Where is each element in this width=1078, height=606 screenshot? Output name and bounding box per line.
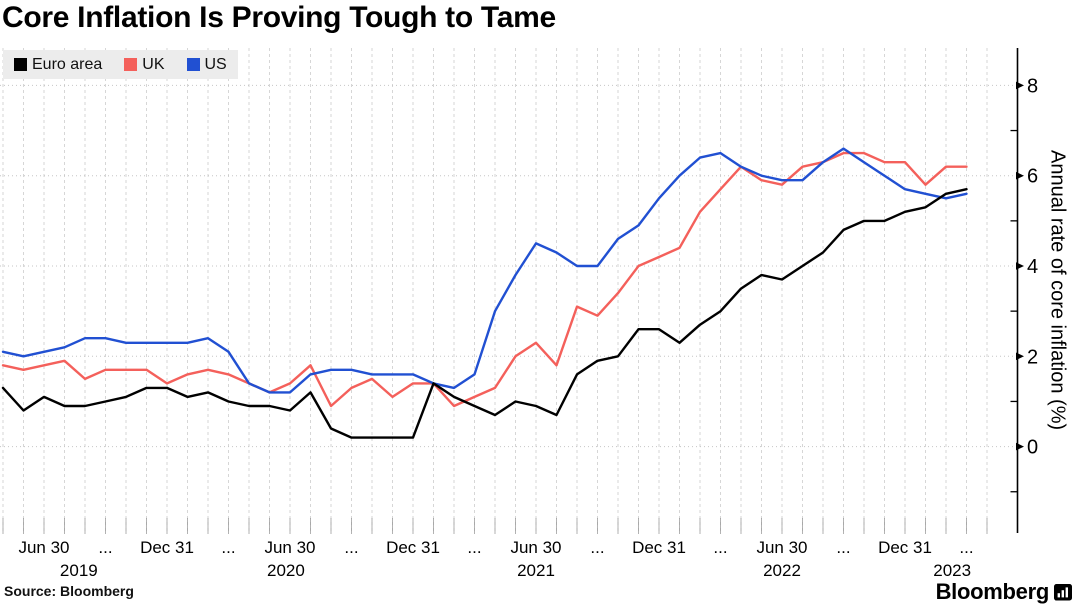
h-gridlines [0,84,1018,448]
series-line-uk [1,151,968,408]
x-year-label: 2020 [267,561,305,580]
x-tick-label: ... [713,538,727,557]
y-major-tick [1016,81,1024,90]
y-minor-ticks [1010,129,1018,493]
bloomberg-wordmark: Bloomberg [936,579,1072,605]
legend-swatch [186,58,200,71]
y-major-tick [1016,352,1024,361]
y-tick-label: 0 [1027,437,1038,459]
x-year-label: 2021 [517,561,555,580]
x-tick-label: ... [221,538,235,557]
legend-label: UK [142,55,165,73]
y-axis-title: Annual rate of core inflation (%) [1046,150,1069,431]
x-year-label: 2023 [933,561,971,580]
y-major-tick [1016,442,1024,451]
x-tick-label: Dec 31 [878,538,932,557]
legend-label: US [204,55,227,73]
x-tick-label: ... [836,538,850,557]
y-tick-label: 2 [1027,346,1038,368]
legend-item-us: US [186,55,227,73]
bloomberg-wordmark-text: Bloomberg [935,579,1050,604]
source-note: Source: Bloomberg [4,583,134,599]
x-tick-label: Dec 31 [632,538,686,557]
x-tick-label: Dec 31 [140,538,194,557]
legend-item-uk: UK [124,55,165,73]
v-gridlines [2,48,988,533]
x-tick-label: ... [959,538,973,557]
legend-swatch [14,58,27,71]
x-tick-label: Jun 30 [510,538,561,557]
x-tick-label: Jun 30 [264,538,315,557]
chart-title: Core Inflation Is Proving Tough to Tame [2,1,556,34]
legend-label: Euro area [32,55,103,73]
y-tick-label: 8 [1027,75,1038,97]
x-tick-label: Jun 30 [756,538,807,557]
chart-legend: Euro area UK US [3,50,238,79]
x-year-label: 2022 [763,561,801,580]
y-tick-label: 6 [1027,166,1038,188]
y-major-ticks: 0 2 4 6 8 [1016,75,1038,459]
x-tick-label: ... [467,538,481,557]
series-line-euro-area [1,188,968,439]
x-tick-label: Jun 30 [18,538,69,557]
y-major-tick [1016,262,1024,270]
x-tick-label: Dec 31 [386,538,440,557]
series-line-us [1,147,968,394]
y-major-tick [1016,171,1024,180]
bloomberg-logo-icon [1054,583,1072,601]
line-chart: 0 2 4 6 8 Jun 30... Dec 31... Jun 30... Dec 31..… [0,48,1038,580]
x-tick-label: ... [590,538,604,557]
legend-swatch [124,58,138,71]
x-tick-label: ... [98,538,112,557]
x-bottom-ticks [2,518,988,534]
legend-item-euro-area: Euro area [14,55,103,73]
x-tick-label: ... [344,538,358,557]
x-tick-labels: Jun 30... Dec 31... Jun 30... Dec 31... Jun … [18,538,973,580]
y-tick-label: 4 [1027,256,1038,278]
x-year-label: 2019 [60,561,98,580]
